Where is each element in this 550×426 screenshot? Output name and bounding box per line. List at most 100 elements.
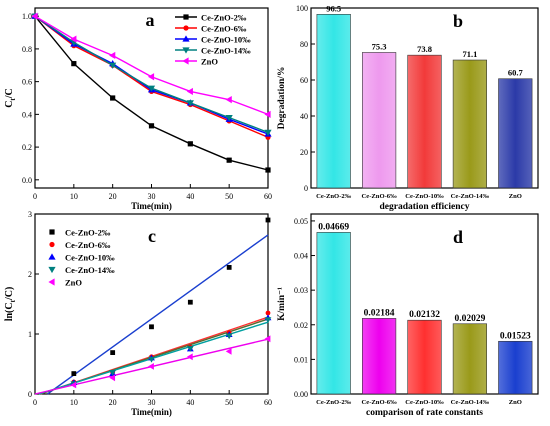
- legend-marker: [48, 266, 56, 274]
- x-axis-label: Time(min): [131, 407, 172, 417]
- data-point: [149, 324, 154, 330]
- bar-value-label: 0.04669: [318, 222, 349, 232]
- y-tick-label: 0: [304, 184, 308, 193]
- data-point: [70, 381, 77, 389]
- x-tick-label: Ce-ZnO-2‰: [316, 193, 352, 200]
- legend-marker: [48, 278, 55, 286]
- x-tick-label: 40: [186, 398, 194, 407]
- data-point: [147, 85, 156, 92]
- legend-label: Ce-ZnO-14‰: [201, 46, 251, 56]
- data-point: [186, 353, 193, 361]
- x-tick-label: 20: [109, 398, 117, 407]
- bar-value-label: 75.3: [372, 41, 387, 51]
- y-tick-label: 0.00: [294, 390, 308, 399]
- y-tick-label: 0.0: [22, 176, 32, 185]
- x-tick-label: Ce-ZnO-6‰: [362, 193, 398, 200]
- x-tick-label: Ce-ZnO-10‰: [405, 193, 444, 200]
- y-tick-label: 0.03: [294, 286, 308, 295]
- x-tick-label: Ce-ZnO-6‰: [362, 399, 398, 406]
- data-point: [110, 350, 116, 355]
- data-point: [71, 371, 77, 376]
- bar: [498, 340, 533, 395]
- x-tick-label: 30: [148, 192, 156, 201]
- y-tick-label: 0.6: [22, 78, 32, 87]
- x-tick-label: Ce-ZnO-2‰: [316, 399, 352, 406]
- bar-value-label: 96.5: [326, 3, 341, 13]
- bar: [362, 318, 397, 395]
- data-point: [225, 96, 232, 104]
- y-tick-label: 0: [28, 390, 32, 399]
- legend-label: Ce-ZnO-10‰: [201, 35, 251, 45]
- y-axis-label: Ct/C: [4, 88, 17, 108]
- x-tick-label: 0: [33, 398, 37, 407]
- y-tick-label: 20: [300, 148, 308, 157]
- legend-label: Ce-ZnO-14‰: [65, 265, 115, 275]
- legend-marker: [49, 241, 55, 248]
- data-point: [225, 333, 233, 340]
- y-tick-label: 0.04: [294, 252, 308, 261]
- bar: [362, 52, 397, 189]
- x-tick-label: Ce-ZnO-10‰: [405, 399, 444, 406]
- data-point: [148, 123, 155, 129]
- bar-value-label: 60.7: [508, 68, 524, 78]
- data-point: [109, 51, 116, 60]
- y-tick-label: 60: [300, 76, 308, 85]
- bar: [452, 59, 487, 189]
- data-point: [31, 12, 38, 20]
- y-axis-label: Degradation/%: [277, 67, 287, 130]
- bar-value-label: 0.02184: [364, 308, 395, 318]
- data-point: [265, 217, 271, 223]
- legend-label: Ce-ZnO-10‰: [65, 253, 115, 263]
- y-tick-label: 0.2: [22, 143, 32, 152]
- bar-value-label: 0.02029: [454, 314, 485, 324]
- bar-value-label: 71.1: [462, 49, 477, 59]
- data-point: [70, 35, 77, 43]
- x-tick-label: 30: [148, 398, 156, 407]
- y-tick-label: 100: [296, 4, 308, 13]
- legend-marker: [183, 14, 189, 20]
- data-point: [187, 141, 193, 147]
- bar: [316, 232, 351, 395]
- legend-label: ZnO: [201, 57, 218, 67]
- legend-marker: [182, 35, 190, 42]
- legend-label: Ce-ZnO-6‰: [65, 240, 111, 250]
- y-tick-label: 2: [28, 270, 32, 279]
- data-point: [264, 335, 271, 343]
- y-tick-label: 0.8: [22, 45, 32, 54]
- data-point: [109, 62, 117, 69]
- y-axis-label: K/min⁻¹: [277, 287, 287, 321]
- panel-label: b: [453, 11, 463, 31]
- x-tick-label: 50: [225, 398, 233, 407]
- data-point: [226, 265, 232, 270]
- data-point: [147, 73, 155, 81]
- data-point: [226, 157, 232, 163]
- y-tick-label: 0.4: [22, 110, 32, 119]
- legend-label: ZnO: [65, 278, 82, 288]
- x-axis-label: Time(min): [131, 201, 172, 211]
- x-tick-label: Ce-ZnO-14‰: [451, 193, 490, 200]
- data-point: [225, 348, 232, 355]
- panel-label: a: [146, 10, 155, 30]
- bar: [407, 319, 442, 395]
- x-tick-label: ZnO: [509, 193, 522, 200]
- x-tick-label: 60: [264, 398, 272, 407]
- panel-label: c: [148, 226, 156, 246]
- data-point: [110, 95, 116, 101]
- legend-label: Ce-ZnO-6‰: [201, 24, 247, 34]
- x-tick-label: 10: [70, 192, 78, 201]
- bar-value-label: 73.8: [417, 44, 432, 54]
- x-tick-label: 50: [225, 192, 233, 201]
- data-point: [148, 363, 154, 370]
- data-point: [148, 356, 155, 363]
- data-point: [264, 110, 271, 118]
- x-tick-label: Ce-ZnO-14‰: [451, 399, 490, 406]
- x-tick-label: 60: [264, 192, 272, 201]
- bar: [452, 323, 487, 395]
- y-tick-label: 0.02: [294, 321, 308, 330]
- legend-label: Ce-ZnO-2‰: [65, 228, 111, 238]
- data-point: [186, 100, 194, 107]
- legend-marker: [183, 25, 189, 31]
- data-point: [71, 61, 77, 67]
- y-tick-label: 0.01: [294, 355, 308, 364]
